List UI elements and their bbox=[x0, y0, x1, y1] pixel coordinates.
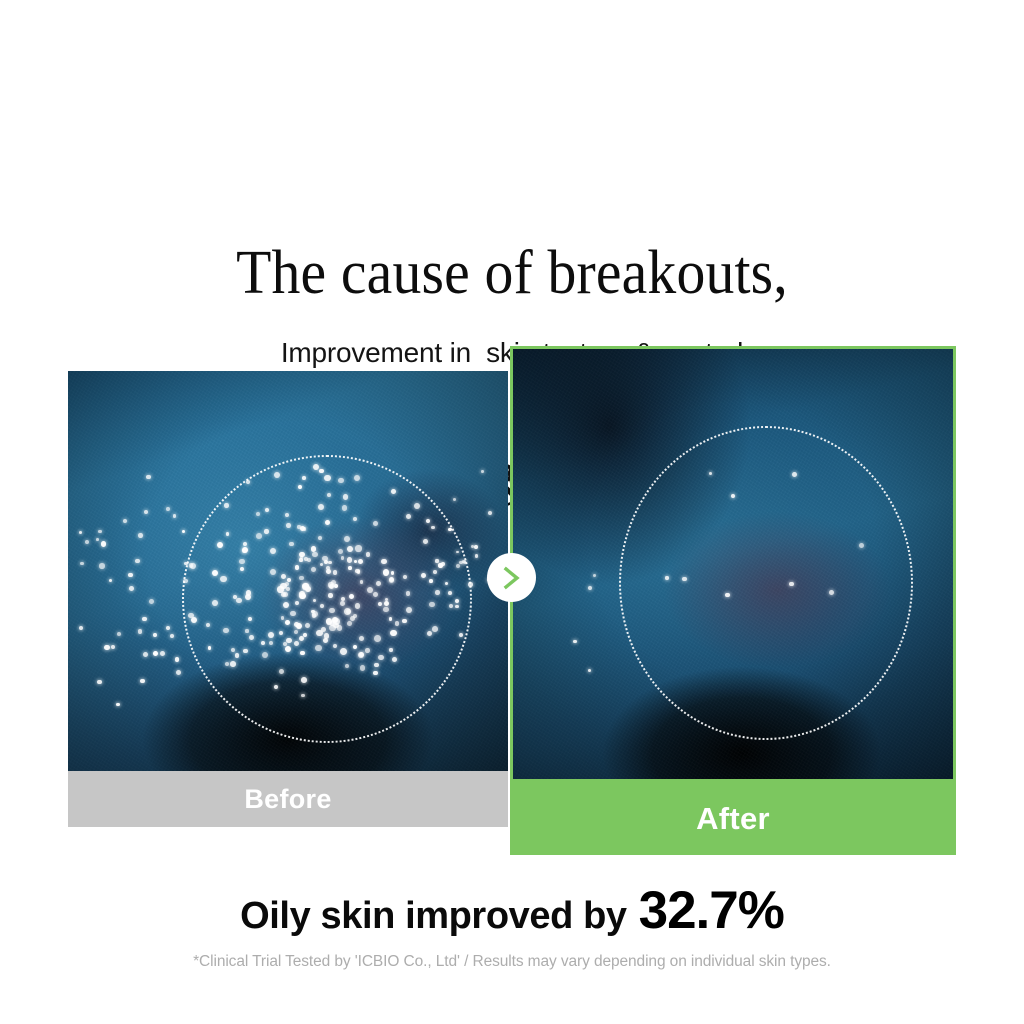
after-measurement-circle bbox=[618, 426, 913, 740]
after-panel[interactable]: After bbox=[510, 346, 956, 855]
before-panel[interactable]: Before bbox=[68, 371, 508, 827]
disclaimer-text: *Clinical Trial Tested by 'ICBIO Co., Lt… bbox=[193, 953, 831, 970]
after-label: After bbox=[696, 800, 770, 836]
before-label-bar: Before bbox=[68, 771, 508, 827]
result-lead-text: Oily skin improved by bbox=[240, 895, 627, 937]
after-photo bbox=[510, 346, 956, 782]
comparison-next-button[interactable] bbox=[487, 553, 536, 602]
chevron-right-icon bbox=[501, 565, 523, 591]
before-photo bbox=[68, 371, 508, 771]
result-statement: Oily skin improved by 32.7% bbox=[0, 880, 1024, 941]
before-measurement-circle bbox=[182, 455, 473, 743]
after-label-bar: After bbox=[510, 782, 956, 855]
before-label: Before bbox=[244, 783, 332, 814]
page-title-line-1: The cause of breakouts, bbox=[236, 239, 788, 307]
result-percent: 32.7% bbox=[638, 881, 785, 940]
